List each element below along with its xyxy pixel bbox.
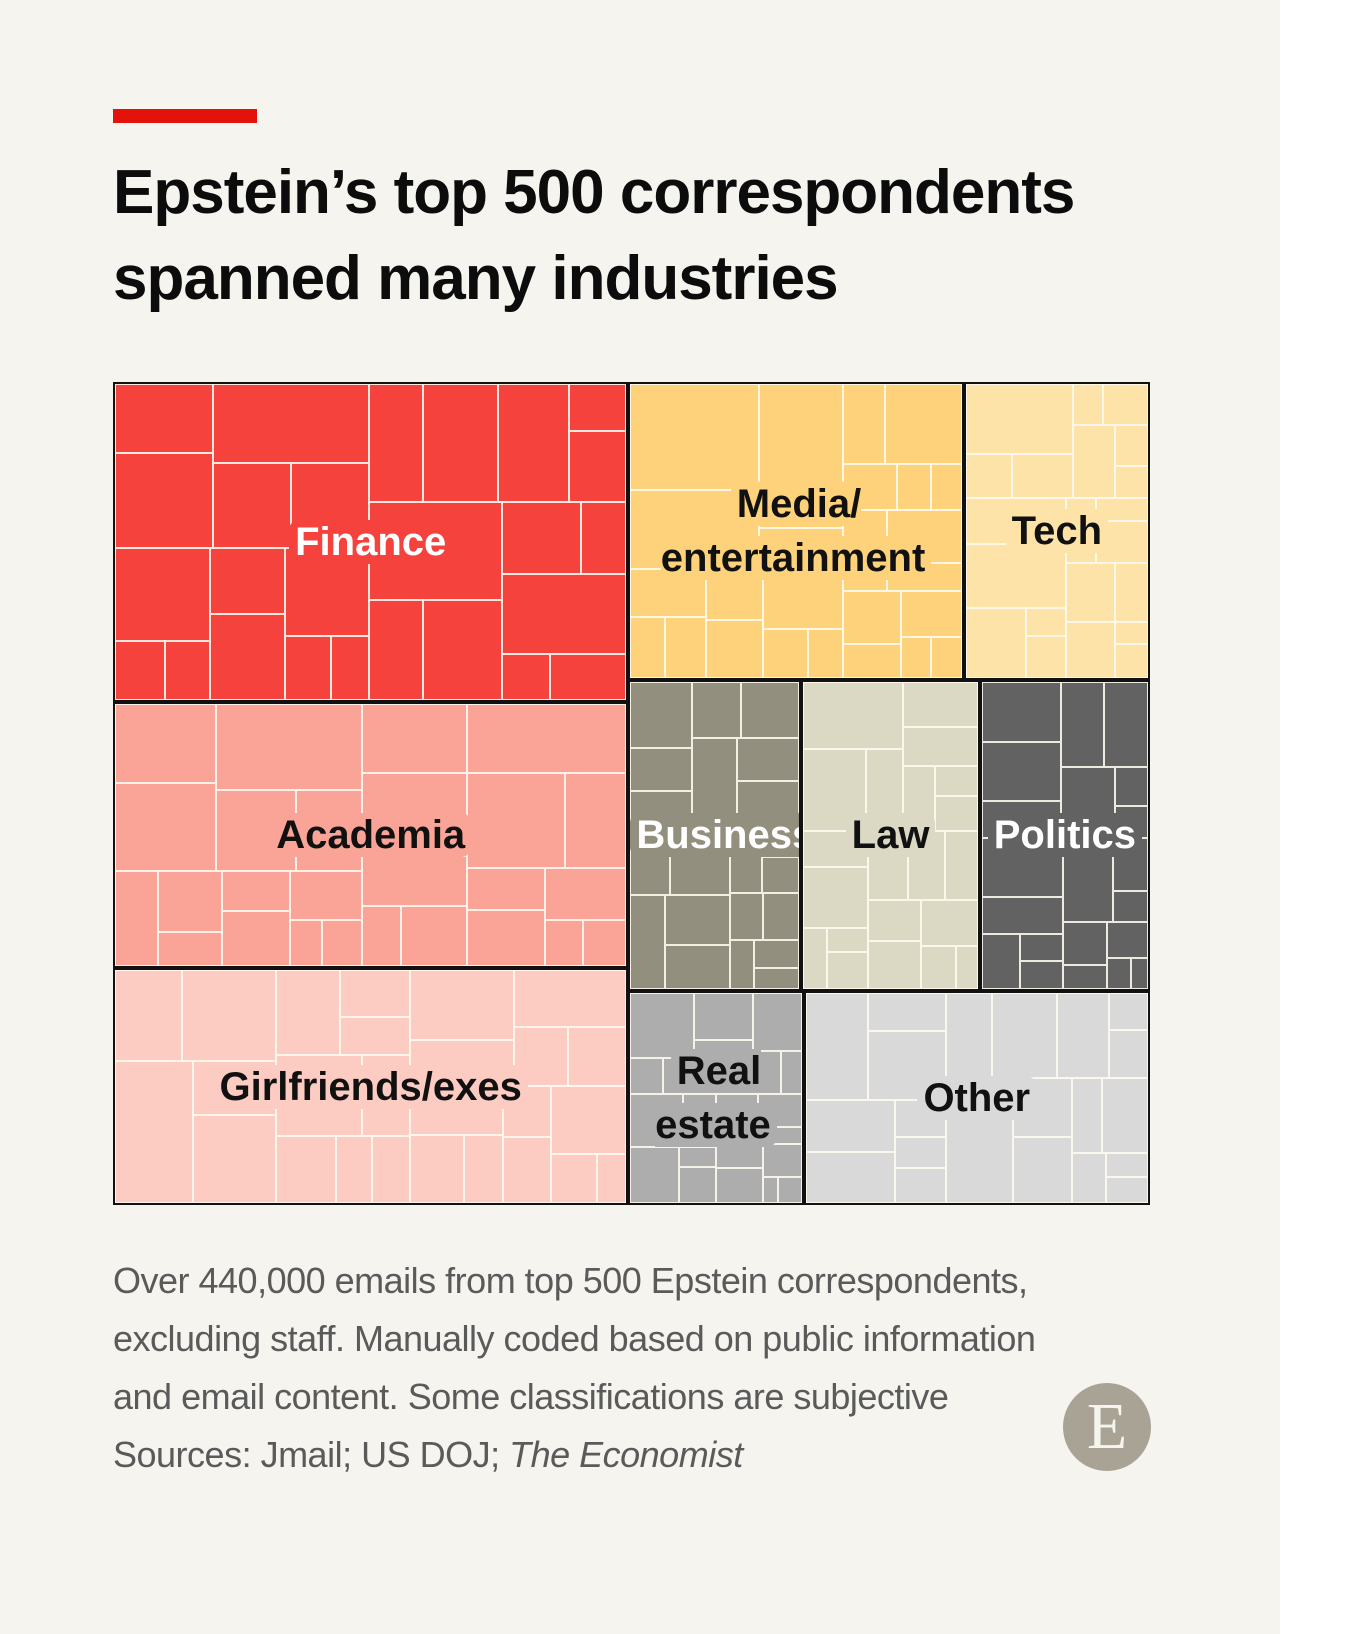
note-line-3: and email content. Some classifications … [113,1376,949,1417]
sources-economist: The Economist [509,1434,743,1475]
chart-notes: Over 440,000 emails from top 500 Epstein… [113,1252,1163,1484]
note-line-2: excluding staff. Manually coded based on… [113,1318,1036,1359]
note-line-1: Over 440,000 emails from top 500 Epstein… [113,1260,1028,1301]
chart-title: Epstein’s top 500 correspondents spanned… [113,158,1075,313]
accent-bar [113,109,257,123]
economist-logo: E [1063,1383,1151,1471]
sources-label: Sources: Jmail; US DOJ; [113,1434,510,1475]
